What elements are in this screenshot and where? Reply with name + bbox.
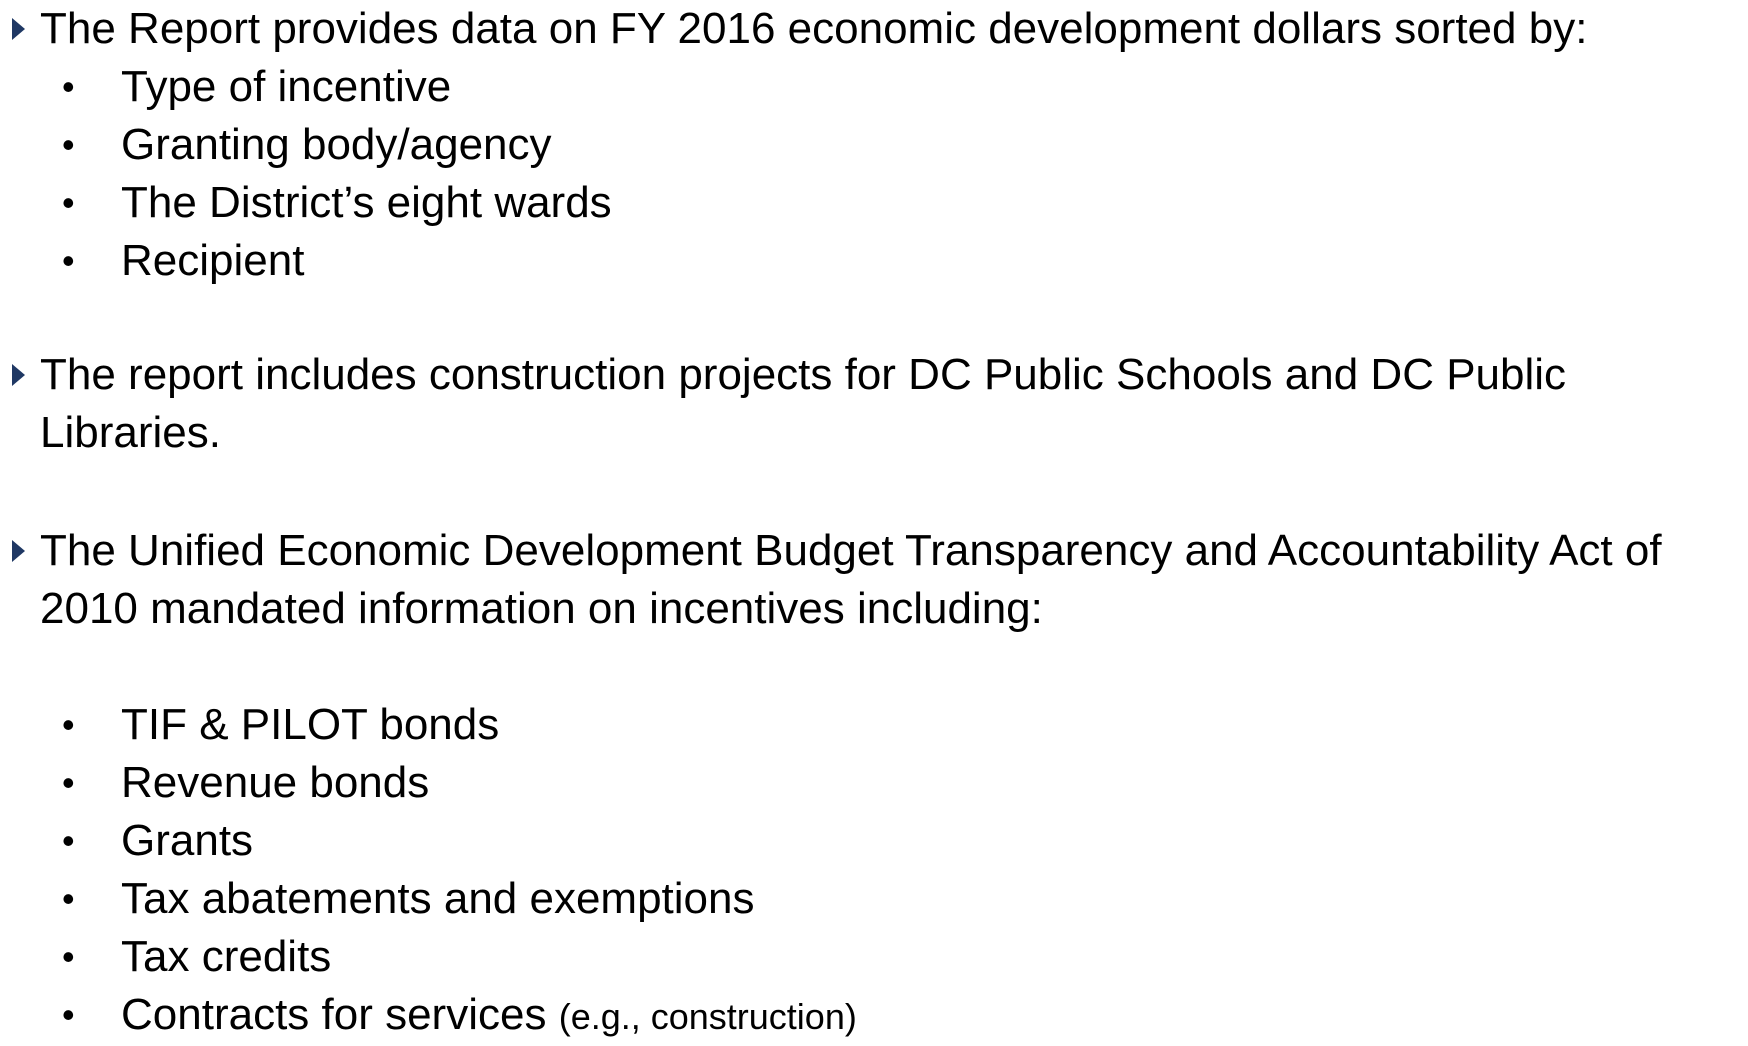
bullet-marker xyxy=(12,540,25,562)
bullet-marker xyxy=(12,18,25,40)
sub-bullet-marker: • xyxy=(62,240,75,281)
bullet-text: The Report provides data on FY 2016 econ… xyxy=(40,4,1588,53)
item-note: (e.g., construction) xyxy=(558,996,857,1037)
bullet-marker xyxy=(12,364,25,386)
sub-bullet-text: Grants xyxy=(121,816,254,865)
bullet-text: The report includes construction project… xyxy=(40,350,1567,457)
sub-bullet-marker: • xyxy=(62,820,75,861)
sub-bullet-marker: • xyxy=(62,66,75,107)
sub-bullet-marker: • xyxy=(62,936,75,977)
sub-bullet-marker: • xyxy=(62,994,75,1035)
sub-bullet-marker: • xyxy=(62,124,75,165)
sub-bullet-text: Revenue bonds xyxy=(121,758,430,807)
sub-bullet-marker: • xyxy=(62,704,75,745)
sub-bullet-marker: • xyxy=(62,878,75,919)
bullet-text: The Unified Economic Development Budget … xyxy=(40,526,1662,633)
sub-bullet-text: Contracts for services (e.g., constructi… xyxy=(121,986,857,1046)
sub-bullet-text: Tax credits xyxy=(121,932,332,981)
sub-bullet-text: The District’s eight wards xyxy=(121,178,612,227)
sub-bullet-text: Type of incentive xyxy=(121,62,452,111)
sub-bullet-text: Tax abatements and exemptions xyxy=(121,874,755,923)
sub-bullet-text: TIF & PILOT bonds xyxy=(121,700,500,749)
sub-bullet-marker: • xyxy=(62,762,75,803)
item-text: Contracts for services xyxy=(121,990,547,1039)
sub-bullet-text: Recipient xyxy=(121,236,305,285)
sub-bullet-text: Granting body/agency xyxy=(121,120,552,169)
sub-bullet-marker: • xyxy=(62,182,75,223)
